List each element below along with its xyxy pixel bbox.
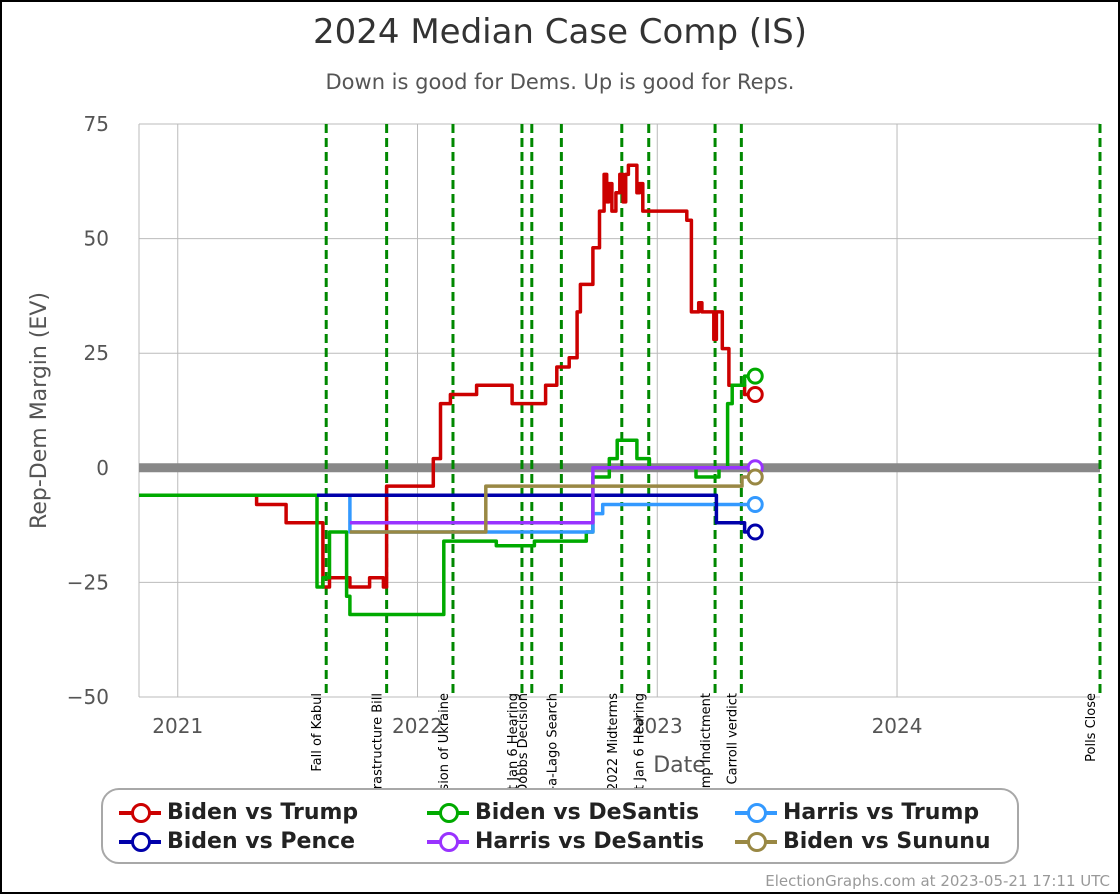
legend-swatch	[735, 831, 777, 852]
y-tick-label: 50	[84, 227, 109, 251]
legend-swatch	[119, 802, 161, 823]
event-label: Invasion of Ukraine	[437, 693, 452, 818]
series-line	[349, 475, 750, 534]
x-tick-label: 2022	[392, 714, 443, 738]
legend-item-biden-vs-desantis[interactable]: Biden vs DeSantis	[427, 800, 699, 825]
legend-item-biden-vs-sununu[interactable]: Biden vs Sununu	[735, 829, 991, 854]
legend-label: Biden vs DeSantis	[475, 800, 700, 825]
legend-label: Biden vs Pence	[167, 829, 356, 854]
event-label: 1st Jan 6 Hearing	[506, 693, 521, 805]
footer-credit: ElectionGraphs.com at 2023-05-21 17:11 U…	[765, 872, 1110, 890]
event-label: 2022 Midterms	[606, 693, 621, 791]
x-axis-label: Date	[653, 753, 706, 778]
legend-item-harris-vs-desantis[interactable]: Harris vs DeSantis	[427, 829, 704, 854]
series-endpoint	[746, 385, 764, 403]
legend-label: Harris vs Trump	[783, 800, 980, 825]
chart-subtitle: Down is good for Dems. Up is good for Re…	[325, 70, 795, 94]
legend-swatch	[735, 802, 777, 823]
event-label: Mar-a-Lago Search	[545, 693, 560, 814]
y-tick-label: 75	[84, 112, 109, 136]
legend-swatch	[427, 802, 469, 823]
legend-label: Biden vs Trump	[167, 800, 359, 825]
legend-swatch	[119, 831, 161, 852]
legend-label: Harris vs DeSantis	[475, 829, 705, 854]
legend-item-biden-vs-pence[interactable]: Biden vs Pence	[119, 829, 355, 854]
series-line	[349, 466, 750, 525]
x-tick-label: 2024	[872, 714, 923, 738]
y-tick-label: −25	[67, 570, 109, 594]
y-tick-label: 0	[96, 456, 109, 480]
event-label: Dobbs Decision	[516, 693, 531, 794]
series-endpoint	[746, 495, 764, 513]
series-line	[317, 493, 750, 534]
legend-label: Biden vs Sununu	[783, 829, 991, 854]
x-tick-label: 2021	[152, 714, 203, 738]
x-tick-label: 2023	[632, 714, 683, 738]
series-endpoint	[746, 523, 764, 541]
event-label: Fall of Kabul	[310, 693, 325, 772]
series-line	[317, 493, 750, 534]
event-label: Polls Close	[1084, 693, 1099, 762]
y-tick-label: −50	[67, 685, 109, 709]
y-tick-label: 25	[84, 341, 109, 365]
series-line	[139, 163, 750, 589]
event-label: Last Jan 6 Hearing	[633, 693, 648, 812]
y-axis-label: Rep-Dem Margin (EV)	[27, 292, 52, 529]
series-endpoint	[746, 367, 764, 385]
legend-swatch	[427, 831, 469, 852]
event-label: Infrastructure Bill	[371, 693, 386, 806]
chart-title: 2024 Median Case Comp (IS)	[312, 12, 807, 52]
legend-item-harris-vs-trump[interactable]: Harris vs Trump	[735, 800, 979, 825]
legend: Biden vs Trump Biden vs DeSantis Harris …	[101, 788, 1019, 864]
legend-item-biden-vs-trump[interactable]: Biden vs Trump	[119, 800, 358, 825]
series-endpoint	[746, 468, 764, 486]
